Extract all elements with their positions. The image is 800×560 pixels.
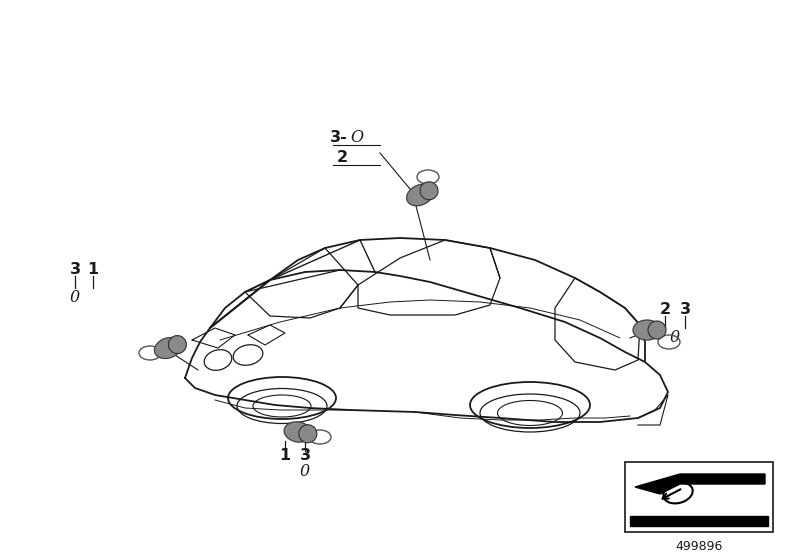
Text: 2: 2 bbox=[659, 302, 670, 318]
Ellipse shape bbox=[648, 321, 666, 339]
Ellipse shape bbox=[420, 182, 438, 200]
Text: O: O bbox=[350, 129, 363, 147]
Polygon shape bbox=[635, 474, 765, 494]
Text: 3-: 3- bbox=[330, 130, 348, 146]
Ellipse shape bbox=[633, 320, 661, 340]
Text: 1: 1 bbox=[87, 263, 98, 278]
Ellipse shape bbox=[299, 424, 317, 443]
Text: 3: 3 bbox=[299, 447, 310, 463]
Text: 2: 2 bbox=[337, 151, 348, 166]
Bar bbox=[625, 462, 773, 532]
Text: 3: 3 bbox=[679, 302, 690, 318]
Text: 0: 0 bbox=[300, 463, 310, 479]
Text: 0: 0 bbox=[70, 290, 80, 306]
Text: 499896: 499896 bbox=[675, 539, 722, 553]
Ellipse shape bbox=[154, 338, 182, 358]
Ellipse shape bbox=[168, 335, 186, 353]
Text: 3: 3 bbox=[70, 263, 81, 278]
Text: 1: 1 bbox=[279, 447, 290, 463]
Ellipse shape bbox=[284, 422, 312, 442]
Bar bbox=[630, 516, 768, 526]
Text: 0: 0 bbox=[670, 329, 680, 347]
Ellipse shape bbox=[406, 184, 434, 206]
